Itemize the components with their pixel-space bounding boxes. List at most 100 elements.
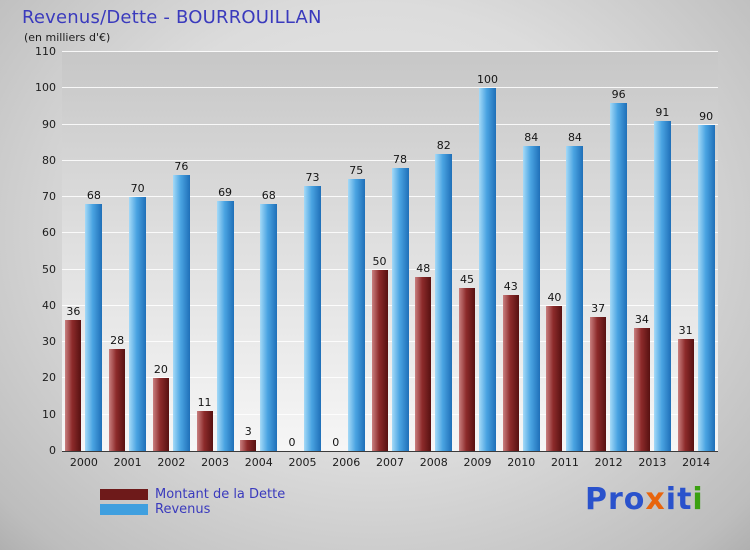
- x-tick-label: 2002: [157, 456, 186, 469]
- chart-title: Revenus/Dette - BOURROUILLAN: [22, 7, 322, 28]
- x-tick-label: 2014: [682, 456, 711, 469]
- bar-value-label: 0: [288, 436, 296, 449]
- bar-group-2010: 43 84: [499, 52, 543, 451]
- logo-letter: r: [608, 482, 624, 517]
- gridline: [62, 413, 718, 415]
- legend-label-revenus: Revenus: [155, 501, 211, 517]
- bar-dette: 11: [196, 396, 213, 451]
- gridline: [62, 51, 718, 52]
- x-tick-label: 2000: [69, 456, 98, 469]
- bar-group-2003: 11 69: [193, 52, 237, 451]
- gridline: [62, 196, 718, 198]
- bar-groups: 36 68 28 70 20 76 11 69 3 68 0 73 0 75 50 78 48 82 45 100 43…: [62, 52, 718, 451]
- y-tick-label: 40: [42, 298, 56, 312]
- bar-revenus: 68: [260, 189, 278, 451]
- x-tick-label: 2012: [594, 456, 623, 469]
- gridline: [62, 87, 718, 89]
- x-tick-label: 2004: [244, 456, 273, 469]
- bar-group-2009: 45 100: [456, 52, 500, 451]
- bar-value-label: 70: [130, 182, 145, 196]
- y-tick-label: 100: [35, 81, 56, 95]
- y-tick-label: 70: [42, 190, 56, 204]
- bar-value-label: 40: [547, 290, 562, 304]
- legend-item-revenus: Revenus: [100, 502, 285, 517]
- bar-group-2001: 28 70: [106, 52, 150, 451]
- bar-value-label: 68: [86, 189, 101, 203]
- bar-value-label: 20: [153, 363, 168, 377]
- bar-value-label: 73: [305, 171, 320, 185]
- bar-value-label: 91: [655, 105, 670, 119]
- gridline: [62, 377, 718, 379]
- bar-dette: 43: [502, 280, 519, 451]
- gridline: [62, 159, 718, 161]
- logo-letter: i: [692, 482, 704, 517]
- bar-group-2000: 36 68: [62, 52, 106, 451]
- bar-value-label: 11: [197, 396, 212, 410]
- bar-revenus: 73: [304, 171, 322, 451]
- bar-group-2013: 34 91: [631, 52, 675, 451]
- bar-value-label: 37: [591, 301, 606, 315]
- bar-value-label: 3: [244, 425, 252, 439]
- bar-dette: 45: [458, 273, 475, 451]
- bar-dette: 28: [109, 334, 126, 451]
- bar-value-label: 76: [174, 160, 189, 174]
- bar-group-2014: 31 90: [674, 52, 718, 451]
- bar-revenus: 70: [129, 182, 147, 451]
- bar-group-2004: 3 68: [237, 52, 281, 451]
- plot-area: 36 68 28 70 20 76 11 69 3 68 0 73 0 75 50 78 48 82 45 100 43…: [62, 51, 718, 452]
- bar-revenus: 91: [653, 106, 671, 451]
- x-tick-label: 2008: [419, 456, 448, 469]
- logo-letter: t: [677, 482, 693, 517]
- bar-value-label: 48: [416, 261, 431, 275]
- y-tick-label: 60: [42, 226, 56, 240]
- logo-letter: o: [623, 482, 646, 517]
- bar-value-label: 50: [372, 254, 387, 268]
- x-tick-label: 2007: [376, 456, 404, 469]
- bar-value-label: 31: [678, 323, 693, 337]
- x-tick-label: 2005: [288, 456, 317, 469]
- bar-revenus: 69: [216, 186, 234, 451]
- y-tick-label: 80: [42, 153, 56, 167]
- bar-dette: 48: [415, 262, 432, 451]
- logo-letter: P: [585, 482, 608, 517]
- x-tick-label: 2013: [638, 456, 667, 469]
- gridline: [62, 268, 718, 270]
- gridline: [62, 232, 718, 234]
- y-tick-label: 110: [35, 45, 56, 58]
- bar-value-label: 69: [218, 185, 233, 199]
- x-tick-label: 2011: [550, 456, 579, 469]
- bar-revenus: 96: [610, 88, 628, 451]
- bar-revenus: 76: [172, 160, 190, 451]
- bar-value-label: 96: [611, 87, 626, 101]
- bar-value-label: 0: [332, 436, 340, 449]
- gridline: [62, 341, 718, 343]
- bar-dette: 37: [590, 302, 607, 451]
- bar-value-label: 90: [699, 109, 714, 123]
- bar-group-2012: 37 96: [587, 52, 631, 451]
- bar-revenus: 68: [85, 189, 103, 451]
- x-tick-label: 2001: [113, 456, 142, 469]
- bar-revenus: 78: [391, 153, 409, 451]
- bar-value-label: 45: [459, 272, 474, 286]
- y-tick-label: 20: [42, 371, 56, 385]
- y-tick-label: 50: [42, 262, 56, 276]
- bar-dette: 50: [371, 255, 388, 451]
- bar-revenus: 75: [347, 164, 365, 451]
- proxiti-logo: Proxiti: [585, 482, 704, 517]
- y-tick-label: 0: [49, 444, 56, 457]
- legend-item-dette: Montant de la Dette: [100, 487, 285, 502]
- bar-group-2005: 0 73: [281, 52, 325, 451]
- bar-revenus: 82: [435, 139, 453, 451]
- bar-value-label: 100: [476, 73, 498, 87]
- y-tick-label: 90: [42, 117, 56, 131]
- bar-value-label: 36: [66, 305, 81, 319]
- bar-value-label: 43: [503, 280, 518, 294]
- bar-dette: 40: [546, 291, 563, 451]
- logo-letter: x: [645, 482, 666, 517]
- bar-group-2006: 0 75: [324, 52, 368, 451]
- bar-dette: 34: [633, 313, 650, 451]
- x-axis: 2000 2001 2002 2003 2004 2005 2006 2007 2008 2009…: [62, 456, 718, 469]
- bar-value-label: 34: [634, 312, 649, 326]
- bar-value-label: 75: [349, 163, 364, 177]
